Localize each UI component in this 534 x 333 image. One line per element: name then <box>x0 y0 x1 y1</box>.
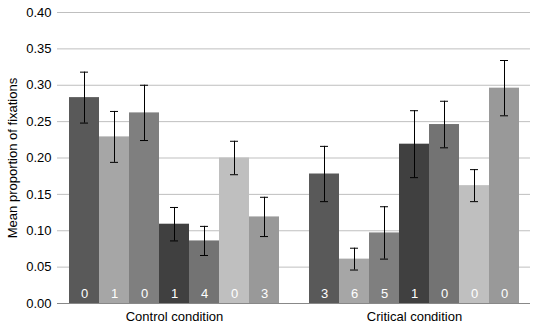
svg-text:0: 0 <box>501 286 508 301</box>
svg-text:0.15: 0.15 <box>26 187 51 202</box>
svg-text:0.35: 0.35 <box>26 41 51 56</box>
svg-text:0.25: 0.25 <box>26 114 51 129</box>
svg-text:4: 4 <box>201 286 208 301</box>
svg-text:0: 0 <box>81 286 88 301</box>
svg-text:5: 5 <box>381 286 388 301</box>
svg-text:6: 6 <box>351 286 358 301</box>
svg-text:1: 1 <box>411 286 418 301</box>
svg-text:0.20: 0.20 <box>26 150 51 165</box>
svg-text:Mean proportion of fixations: Mean proportion of fixations <box>5 77 20 238</box>
svg-text:0: 0 <box>141 286 148 301</box>
svg-text:0: 0 <box>441 286 448 301</box>
svg-text:Control condition: Control condition <box>126 309 224 324</box>
svg-text:0.40: 0.40 <box>26 5 51 20</box>
svg-text:0: 0 <box>471 286 478 301</box>
svg-text:Critical condition: Critical condition <box>367 309 462 324</box>
svg-text:3: 3 <box>261 286 268 301</box>
svg-text:1: 1 <box>111 286 118 301</box>
svg-text:3: 3 <box>321 286 328 301</box>
svg-text:1: 1 <box>171 286 178 301</box>
svg-text:0: 0 <box>231 286 238 301</box>
svg-text:0.05: 0.05 <box>26 259 51 274</box>
svg-text:0.30: 0.30 <box>26 77 51 92</box>
svg-text:0.10: 0.10 <box>26 223 51 238</box>
svg-text:0.00: 0.00 <box>26 296 51 311</box>
